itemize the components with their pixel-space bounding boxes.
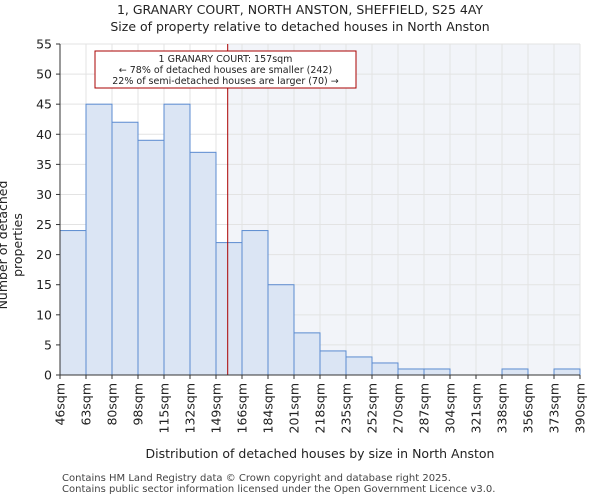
bar-201sqm <box>293 332 321 376</box>
x-tick-label: 235sqm <box>339 383 354 433</box>
x-tick-label: 63sqm <box>79 383 94 426</box>
x-tick-label: 166sqm <box>235 383 250 433</box>
x-tick-label: 356sqm <box>521 383 536 433</box>
bar-80sqm <box>111 121 139 376</box>
annotation-line-1: 1 GRANARY COURT: 157sqm <box>159 54 293 65</box>
x-tick-label: 270sqm <box>391 383 406 433</box>
y-tick-label: 30 <box>36 187 52 202</box>
x-tick-label: 149sqm <box>209 383 224 433</box>
y-tick-label: 15 <box>36 277 52 292</box>
y-tick-label: 10 <box>36 307 52 322</box>
bar-252sqm <box>371 362 399 376</box>
y-tick-label: 50 <box>36 67 52 82</box>
bar-115sqm <box>163 103 191 376</box>
x-tick-label: 390sqm <box>573 383 588 433</box>
y-tick-label: 55 <box>36 37 52 52</box>
x-tick-label: 338sqm <box>495 383 510 433</box>
x-tick-label: 98sqm <box>131 383 146 426</box>
bar-166sqm <box>241 230 269 376</box>
bar-63sqm <box>85 103 113 376</box>
x-tick-label: 218sqm <box>313 383 328 433</box>
bar-132sqm <box>189 151 217 376</box>
y-tick-label: 40 <box>36 127 52 142</box>
footer-line-2: Contains public sector information licen… <box>62 484 496 495</box>
y-tick-label: 0 <box>44 368 52 383</box>
x-tick-label: 287sqm <box>417 383 432 433</box>
y-tick-label: 20 <box>36 247 52 262</box>
x-tick-label: 184sqm <box>261 383 276 433</box>
x-tick-label: 115sqm <box>157 383 172 433</box>
annotation-line-2: ← 78% of detached houses are smaller (24… <box>119 65 332 76</box>
chart-subtitle: Size of property relative to detached ho… <box>110 19 490 34</box>
bar-270sqm <box>397 368 425 376</box>
x-ticks: 46sqm 63sqm 80sqm 98sqm 115sqm 132sqm 149sqm 16… <box>53 375 588 433</box>
x-tick-label: 46sqm <box>53 383 68 426</box>
footer-line-1: Contains HM Land Registry data © Crown c… <box>62 473 451 484</box>
bar-184sqm <box>267 284 295 376</box>
y-tick-label: 45 <box>36 97 52 112</box>
y-ticks: 0 5 10 15 20 25 30 35 40 45 50 55 <box>36 37 60 383</box>
x-tick-label: 252sqm <box>365 383 380 433</box>
bar-235sqm <box>345 356 373 376</box>
x-tick-label: 80sqm <box>105 383 120 426</box>
bar-149sqm <box>215 242 243 376</box>
x-tick-label: 201sqm <box>287 383 302 433</box>
x-tick-label: 132sqm <box>183 383 198 433</box>
bar-46sqm <box>59 230 87 376</box>
bar-287sqm <box>423 368 451 376</box>
bars <box>59 103 581 376</box>
x-tick-label: 304sqm <box>443 383 458 433</box>
annotation-line-3: 22% of semi-detached houses are larger (… <box>112 76 339 87</box>
bar-98sqm <box>137 139 165 376</box>
annotation-frame <box>94 50 357 89</box>
x-tick-label: 321sqm <box>469 383 484 433</box>
x-axis-label: Distribution of detached houses by size … <box>145 446 495 461</box>
bar-338sqm <box>501 368 529 376</box>
y-tick-label: 25 <box>36 217 52 232</box>
x-tick-label: 373sqm <box>547 383 562 433</box>
bar-373sqm <box>553 368 581 376</box>
annotation-box: 1 GRANARY COURT: 157sqm ← 78% of detache… <box>94 50 357 89</box>
chart-title: 1, GRANARY COURT, NORTH ANSTON, SHEFFIEL… <box>116 2 484 17</box>
y-tick-label: 5 <box>44 337 52 352</box>
bar-218sqm <box>319 350 347 376</box>
y-tick-label: 35 <box>36 157 52 172</box>
